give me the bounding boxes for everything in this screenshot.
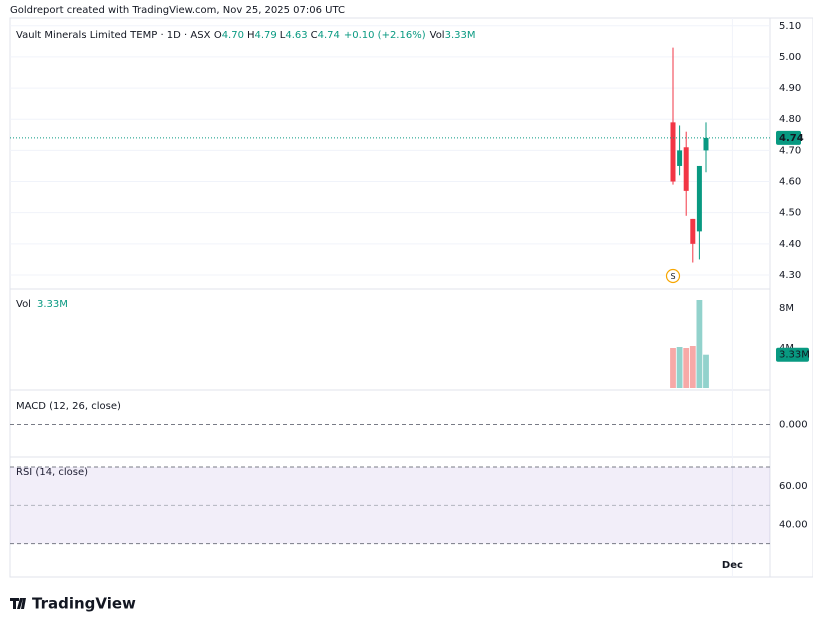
- chart-frame: [9, 17, 813, 578]
- logo-mark: [10, 598, 26, 609]
- y-tick-label: 4.50: [779, 208, 801, 219]
- legend-label: H: [247, 30, 255, 41]
- event-marker: [665, 268, 681, 284]
- volume-bar: [703, 354, 709, 388]
- legend-value: 4.70: [222, 30, 244, 41]
- legend-label: C: [311, 30, 318, 41]
- candle-body: [696, 165, 702, 232]
- last-volume-label: 3.33M: [779, 350, 810, 361]
- last-volume-box: [776, 347, 809, 362]
- legend-value: 4.79: [254, 30, 276, 41]
- volume-value: 3.33M: [37, 299, 68, 310]
- legend-change: +0.10 (+2.16%): [344, 30, 426, 41]
- rsi-title: RSI (14, close): [16, 467, 88, 478]
- legend-value: 4.74: [318, 30, 340, 41]
- x-tick-label: Dec: [722, 560, 743, 571]
- y-tick-label: 4.60: [779, 177, 801, 188]
- candle-body: [690, 218, 696, 244]
- candle-body: [683, 147, 689, 191]
- y-tick-label: 5.10: [779, 21, 801, 32]
- candle-body: [677, 150, 683, 166]
- legend-value: 3.33M: [445, 30, 476, 41]
- volume-bar: [670, 348, 676, 388]
- legend-label: L: [280, 30, 286, 41]
- volume-bar: [689, 346, 696, 388]
- last-price-label: 4.74: [779, 133, 804, 144]
- last-price-box: [776, 130, 801, 145]
- event-marker-label: S: [670, 272, 675, 281]
- attribution: Goldreport created with TradingView.com,…: [10, 5, 345, 16]
- candle-body: [670, 122, 676, 182]
- y-tick-label: 40.00: [779, 520, 808, 531]
- y-tick-label: 8M: [779, 303, 794, 314]
- y-tick-label: 4.80: [779, 114, 801, 125]
- volume-label: Vol: [16, 299, 31, 310]
- symbol-title: Vault Minerals Limited TEMP · 1D · ASX: [16, 30, 211, 41]
- volume-bar: [683, 348, 690, 388]
- legend: Vault Minerals Limited TEMP · 1D · ASX O4…: [16, 30, 476, 41]
- y-tick-label: 60.00: [779, 481, 808, 492]
- candle-body: [703, 137, 709, 151]
- y-tick-label: 4.90: [779, 83, 801, 94]
- legend-label: O: [214, 30, 222, 41]
- y-tick-label: 0.000: [779, 420, 808, 431]
- legend-value: 4.63: [285, 30, 307, 41]
- volume-title: Vol 3.33M: [16, 299, 68, 310]
- y-tick-label: 4.70: [779, 145, 801, 156]
- macd-title: MACD (12, 26, close): [16, 401, 121, 412]
- y-tick-label: 5.00: [779, 52, 801, 63]
- volume-bar: [676, 347, 683, 388]
- logo: TradingView: [10, 595, 136, 613]
- brand: TradingView: [32, 595, 136, 613]
- y-tick-label: 4.30: [779, 270, 801, 281]
- legend-label: Vol: [430, 30, 445, 41]
- y-tick-label: 4.40: [779, 239, 801, 250]
- volume-bar: [696, 300, 703, 388]
